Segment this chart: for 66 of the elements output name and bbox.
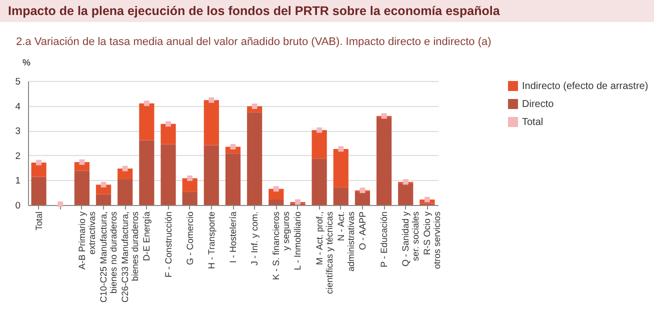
y-tick-label: 1	[15, 176, 20, 187]
bar	[118, 178, 133, 205]
bar	[31, 176, 46, 205]
bar	[182, 178, 198, 192]
bar	[225, 154, 241, 205]
bar	[312, 158, 327, 205]
point	[79, 159, 85, 165]
bar	[333, 187, 348, 205]
legend-label: Total	[522, 117, 544, 128]
point	[338, 146, 344, 152]
point	[187, 175, 193, 181]
y-tick-label: 2	[15, 150, 20, 162]
bar	[182, 192, 198, 205]
point	[424, 196, 430, 202]
point	[144, 100, 150, 106]
x-tick-label: F - Construcción	[163, 212, 174, 278]
x-tick-label: A-B Primario y extractivas	[76, 211, 97, 270]
legend-label: Indirecto (efecto de arrastre)	[522, 81, 648, 92]
x-tick-label: G - Comercio	[184, 212, 195, 266]
x-tick-label: K - S. financieros y seguros	[271, 211, 292, 280]
y-axis-title: %	[22, 58, 31, 68]
bar	[204, 145, 219, 205]
x-tick-label: P - Educación	[379, 212, 390, 268]
point	[273, 186, 279, 192]
point	[402, 179, 408, 185]
y-tick-label: 3	[15, 126, 20, 138]
bar	[312, 130, 327, 159]
x-tick-label: H - Transporte	[206, 212, 216, 270]
bar	[139, 140, 154, 205]
x-tick-label: D-E Energía	[142, 212, 152, 262]
bar	[204, 100, 219, 146]
y-tick-label: 0	[15, 200, 20, 212]
legend-label: Directo	[522, 99, 554, 110]
bar	[333, 148, 348, 188]
point	[100, 182, 106, 188]
point	[381, 113, 387, 119]
point	[360, 188, 366, 194]
point	[230, 144, 236, 150]
x-tick-label: Total	[34, 212, 44, 231]
bar	[247, 112, 262, 205]
x-tick-label: O - AAPP	[357, 212, 368, 250]
chart-title: Impacto de la plena ejecución de los fondos del PRTR sobre la economía española	[0, 0, 654, 22]
bar	[160, 144, 176, 205]
point	[122, 166, 128, 172]
bar	[31, 162, 46, 177]
bar	[268, 200, 284, 205]
point	[166, 121, 171, 127]
point	[316, 127, 322, 133]
bar	[376, 117, 392, 205]
x-tick-label: L - Inmobiliario	[292, 212, 303, 270]
chart-subtitle: 2.a Variación de la tasa media anual del valor añadido bruto (VAB). Impacto directo e indirecto (a)	[16, 36, 492, 50]
bar	[139, 103, 154, 140]
bar	[354, 192, 370, 205]
point	[295, 199, 300, 205]
point	[58, 202, 64, 207]
x-tick-label: Q - Sanidad y ser. sociales	[400, 211, 421, 267]
x-tick-label: I - Hostelería	[228, 212, 238, 264]
y-tick-label: 4	[15, 101, 20, 112]
point	[36, 160, 42, 166]
bar	[96, 194, 112, 205]
y-tick-label: 5	[15, 76, 20, 88]
bar	[398, 183, 414, 205]
bar	[160, 124, 176, 144]
point	[208, 97, 214, 103]
x-tick-label: J - Inf. y com.	[250, 212, 260, 266]
bar	[74, 170, 90, 205]
